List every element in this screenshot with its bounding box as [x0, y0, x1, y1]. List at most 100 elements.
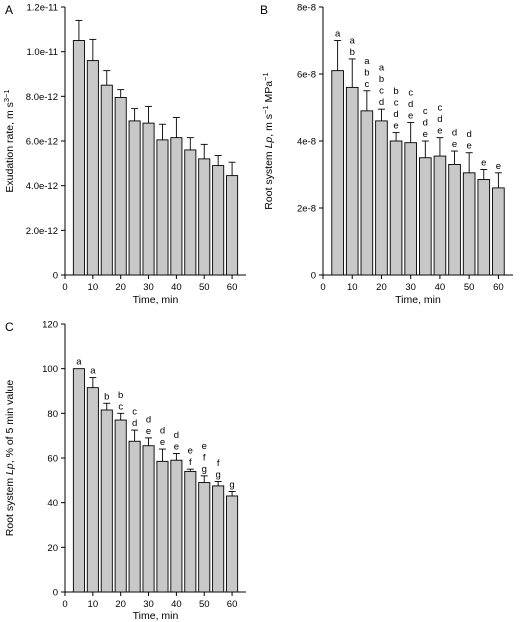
- significance-letter: f: [203, 452, 206, 463]
- significance-letter: d: [437, 114, 442, 125]
- panel-letter: B: [260, 3, 268, 17]
- y-axis-label-part: −1: [2, 89, 11, 98]
- bar: [142, 122, 155, 276]
- y-tick-label: 8e-8: [297, 3, 316, 14]
- bar: [462, 172, 476, 276]
- bar: [419, 157, 432, 276]
- significance-letter: f: [189, 457, 192, 468]
- y-tick-label: 4e-8: [297, 137, 316, 148]
- y-tick-label: 2.0e-12: [26, 226, 58, 237]
- significance-letter: e: [393, 121, 398, 132]
- bar: [156, 460, 169, 593]
- bar: [170, 137, 183, 276]
- bar: [72, 40, 85, 276]
- y-tick-label: 0: [311, 271, 316, 282]
- significance-letter: a: [350, 35, 356, 46]
- bar: [375, 120, 388, 276]
- significance-letter: a: [90, 366, 96, 377]
- significance-letter: a: [76, 357, 82, 368]
- bar: [156, 139, 169, 276]
- y-axis-label-part: Root system: [263, 148, 275, 209]
- y-axis-label-part: Lp: [263, 137, 275, 149]
- significance-letter: c: [423, 106, 428, 117]
- bar: [360, 110, 374, 276]
- significance-letter: c: [408, 88, 413, 99]
- bar: [212, 485, 225, 593]
- significance-letter: a: [364, 56, 370, 67]
- significance-letter: a: [335, 29, 341, 40]
- y-tick-label: 6e-8: [297, 70, 316, 81]
- bar: [128, 120, 141, 276]
- y-axis-label-part: MPa: [263, 81, 275, 106]
- x-tick-label: 60: [227, 599, 238, 610]
- significance-letter: b: [350, 47, 355, 58]
- bar: [86, 387, 99, 593]
- significance-letter: e: [188, 446, 193, 457]
- bar: [226, 495, 239, 593]
- bar: [184, 149, 197, 276]
- significance-letter: b: [393, 86, 398, 97]
- y-tick-label: 80: [47, 409, 58, 420]
- significance-letter: d: [393, 109, 398, 120]
- significance-letter: c: [364, 79, 369, 90]
- y-axis-label-part: Lp: [4, 463, 16, 475]
- bar: [114, 96, 127, 276]
- significance-letter: d: [408, 99, 413, 110]
- significance-letter: g: [202, 464, 207, 475]
- x-tick-label: 20: [115, 282, 126, 293]
- x-tick-label: 50: [464, 282, 475, 293]
- x-tick-label: 40: [171, 282, 182, 293]
- bar: [128, 440, 141, 593]
- y-axis-label-part: s: [4, 102, 16, 110]
- y-tick-label: 100: [42, 364, 58, 375]
- panel-letter: C: [5, 320, 14, 334]
- y-tick-label: 120: [42, 320, 58, 331]
- y-tick-label: 60: [47, 454, 58, 465]
- x-tick-label: 40: [435, 282, 446, 293]
- x-tick-label: 30: [143, 599, 154, 610]
- significance-letter: c: [118, 401, 123, 412]
- significance-letter: e: [481, 157, 486, 168]
- bar: [433, 155, 447, 276]
- bar: [226, 175, 239, 276]
- x-tick-label: 0: [62, 599, 67, 610]
- significance-letter: b: [104, 391, 109, 402]
- significance-letter: b: [364, 67, 369, 78]
- bar: [345, 86, 359, 276]
- y-tick-label: 1.2e-11: [26, 3, 58, 14]
- y-tick-label: 6.0e-12: [26, 137, 58, 148]
- y-tick-label: 40: [47, 498, 58, 509]
- significance-letter: d: [160, 426, 165, 437]
- y-axis-label-part: −1: [261, 105, 270, 114]
- bar: [448, 163, 461, 276]
- significance-letter: d: [467, 129, 472, 140]
- significance-letter: e: [202, 441, 207, 452]
- y-axis-label-part: , m s: [263, 114, 275, 137]
- x-axis-label: Time, min: [133, 610, 179, 622]
- panel-a: A 0 10 20 30 40 50 60 0 2.0e-12 4.0e-12 6.0e-12 8.0e…: [2, 3, 246, 306]
- significance-letter: d: [132, 418, 137, 429]
- x-tick-label: 50: [199, 599, 210, 610]
- significance-letter: d: [452, 128, 457, 139]
- bar: [198, 482, 211, 593]
- bar: [114, 419, 127, 593]
- x-tick-label: 10: [88, 282, 99, 293]
- y-axis-label: Root system Lp, m s−1 MPa−1: [261, 72, 276, 209]
- significance-letter: g: [216, 469, 221, 480]
- bar: [142, 445, 155, 593]
- x-tick-label: 20: [376, 282, 387, 293]
- x-tick-label: 0: [62, 282, 67, 293]
- x-tick-label: 30: [405, 282, 416, 293]
- x-tick-label: 0: [320, 282, 325, 293]
- significance-letter: c: [438, 103, 443, 114]
- x-tick-label: 30: [143, 282, 154, 293]
- significance-letter: c: [394, 98, 399, 109]
- x-tick-label: 20: [115, 599, 126, 610]
- significance-letter: c: [132, 407, 137, 418]
- significance-letter: e: [408, 111, 413, 122]
- x-tick-label: 10: [88, 599, 99, 610]
- bar: [477, 179, 491, 276]
- x-axis-label: Time, min: [133, 294, 179, 306]
